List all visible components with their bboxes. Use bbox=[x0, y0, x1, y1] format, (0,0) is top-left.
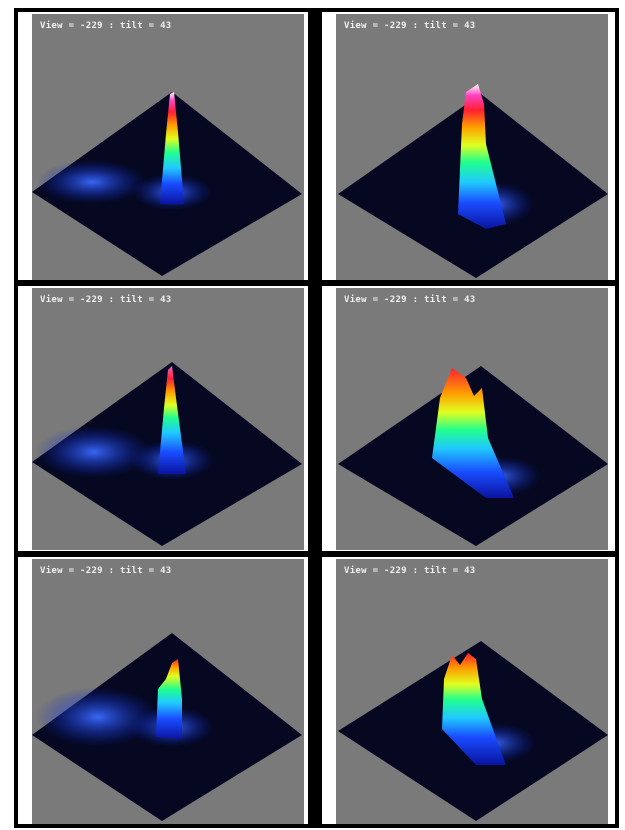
figure-grid: View = -229 : tilt = 43 bbox=[14, 8, 619, 828]
panel-cell-left-1: View = -229 : tilt = 43 bbox=[18, 12, 308, 280]
panel-cell-right-3: View = -229 : tilt = 43 bbox=[322, 557, 615, 824]
panel-cell-right-1: View = -229 : tilt = 43 bbox=[322, 12, 615, 280]
surface-panel-2: View = -229 : tilt = 43 bbox=[336, 14, 608, 280]
panel-cell-left-2: View = -229 : tilt = 43 bbox=[18, 286, 308, 551]
view-caption: View = -229 : tilt = 43 bbox=[40, 566, 172, 576]
intensity-peak bbox=[158, 366, 186, 474]
intensity-peak bbox=[442, 653, 506, 765]
view-caption: View = -229 : tilt = 43 bbox=[344, 21, 476, 31]
surface-plot bbox=[338, 641, 608, 821]
surface-plot bbox=[338, 366, 608, 546]
surface-plot bbox=[32, 633, 302, 821]
surface-plot bbox=[32, 362, 302, 546]
surface-panel-1: View = -229 : tilt = 43 bbox=[32, 14, 304, 280]
surface-panel-5: View = -229 : tilt = 43 bbox=[32, 559, 304, 824]
panel-cell-right-2: View = -229 : tilt = 43 bbox=[322, 286, 615, 551]
intensity-peak bbox=[458, 84, 506, 229]
surface-plot bbox=[338, 84, 608, 278]
surface-panel-6: View = -229 : tilt = 43 bbox=[336, 559, 608, 824]
panel-cell-left-3: View = -229 : tilt = 43 bbox=[18, 557, 308, 824]
intensity-halo bbox=[36, 687, 160, 747]
view-caption: View = -229 : tilt = 43 bbox=[344, 295, 476, 305]
intensity-peak bbox=[432, 368, 514, 498]
view-caption: View = -229 : tilt = 43 bbox=[40, 21, 172, 31]
intensity-halo bbox=[37, 160, 147, 204]
intensity-halo bbox=[36, 426, 152, 478]
surface-panel-4: View = -229 : tilt = 43 bbox=[336, 288, 608, 550]
surface-plot bbox=[32, 92, 302, 276]
surface-panel-3: View = -229 : tilt = 43 bbox=[32, 288, 304, 550]
view-caption: View = -229 : tilt = 43 bbox=[344, 566, 476, 576]
intensity-peak bbox=[156, 659, 182, 739]
view-caption: View = -229 : tilt = 43 bbox=[40, 295, 172, 305]
intensity-peak bbox=[160, 92, 184, 204]
